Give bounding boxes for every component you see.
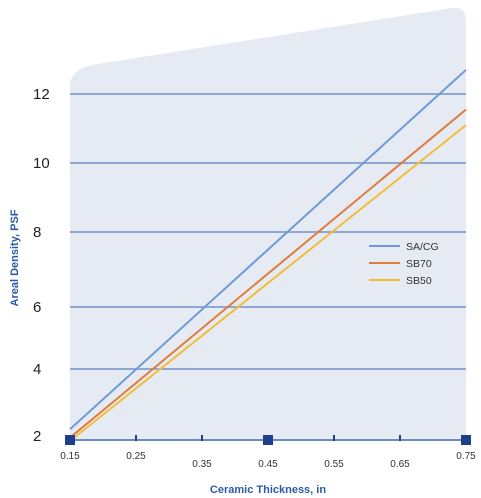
x-axis-title: Ceramic Thickness, in <box>210 484 326 496</box>
y-tick-label: 12 <box>33 86 50 103</box>
y-tick-label: 8 <box>33 224 41 241</box>
y-tick-label: 4 <box>33 361 41 378</box>
y-tick-label: 6 <box>33 299 41 316</box>
legend-label: SB70 <box>406 258 432 270</box>
y-tick-label: 2 <box>33 428 41 445</box>
legend-label: SA/CG <box>406 241 439 253</box>
plot-panel <box>70 7 466 441</box>
x-tick-marker <box>65 435 75 445</box>
x-tick-label: 0.55 <box>324 459 344 470</box>
x-tick-label: 0.25 <box>126 451 146 462</box>
series-line <box>69 69 467 431</box>
legend-label: SB50 <box>406 275 432 287</box>
legend: SA/CG SB70 SB50 <box>369 241 439 287</box>
x-tick-marker <box>461 435 471 445</box>
y-tick-label: 10 <box>33 155 50 172</box>
series-line <box>69 108 467 439</box>
y-ticks: 2 4 6 8 10 12 <box>33 86 50 445</box>
x-tick-label: 0.75 <box>456 451 476 462</box>
x-tick-label: 0.15 <box>60 451 80 462</box>
y-axis-title: Areal Density, PSF <box>9 209 21 306</box>
x-tick-marker <box>263 435 273 445</box>
x-tick-label: 0.45 <box>258 459 278 470</box>
x-ticks: 0.15 0.25 0.35 0.45 0.55 0.65 0.75 <box>60 435 476 470</box>
series-lines <box>69 69 467 442</box>
x-tick-label: 0.65 <box>390 459 410 470</box>
x-tick-label: 0.35 <box>192 459 212 470</box>
series-line <box>69 124 467 442</box>
